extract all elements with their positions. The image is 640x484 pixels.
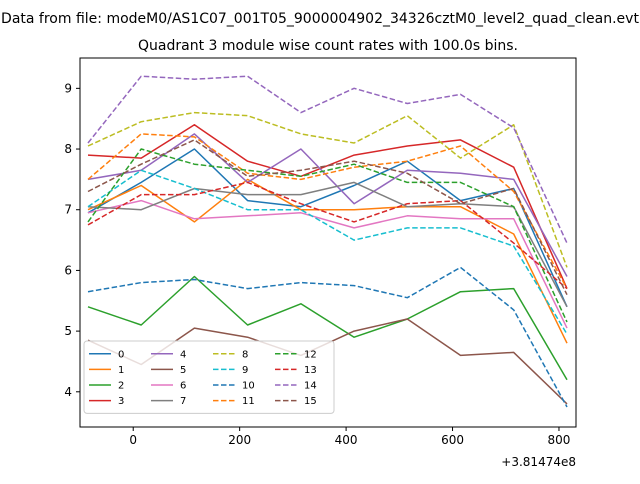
series-line-1 [87,178,568,344]
figure-suptitle: Data from file: modeM0/AS1C07_001T05_900… [1,11,639,27]
x-tick-label: 600 [441,433,464,447]
series-line-11 [87,133,568,289]
series-layer [87,75,568,408]
legend-label-1: 1 [118,365,124,376]
x-tick-label: 400 [335,433,358,447]
series-line-14 [87,75,568,244]
series-line-15 [87,139,568,296]
legend-label-6: 6 [180,381,186,392]
series-line-3 [87,124,568,289]
y-tick-label: 4 [64,385,72,399]
legend-label-15: 15 [304,396,317,407]
y-tick-label: 9 [64,81,72,95]
legend-label-4: 4 [180,349,186,360]
chart-title: Quadrant 3 module wise count rates with … [138,38,518,54]
legend-label-3: 3 [118,396,124,407]
y-axis: 4 5 6 7 8 9 [64,81,80,399]
legend-label-11: 11 [242,396,255,407]
x-tick-label: 0 [129,433,137,447]
legend-label-2: 2 [118,381,124,392]
legend-label-0: 0 [118,349,124,360]
legend-label-13: 13 [304,365,317,376]
series-line-13 [87,181,568,290]
legend-label-8: 8 [242,349,248,360]
x-tick-label: 800 [548,433,571,447]
x-tick-label: 200 [228,433,251,447]
legend-label-7: 7 [180,396,186,407]
series-line-9 [87,169,568,335]
series-line-7 [87,181,568,308]
y-tick-label: 8 [64,142,72,156]
x-axis-offset-label: +3.81474e8 [501,455,576,469]
y-tick-label: 7 [64,203,72,217]
series-line-12 [87,148,568,323]
legend-label-9: 9 [242,365,248,376]
y-tick-label: 5 [64,324,72,338]
series-line-2 [87,275,568,381]
legend-label-14: 14 [304,381,317,392]
legend-label-10: 10 [242,381,255,392]
series-line-10 [87,266,568,408]
x-axis: 0 200 400 600 800 [129,427,570,447]
legend-label-5: 5 [180,365,186,376]
series-line-8 [87,111,568,268]
legend-frame [83,340,335,414]
plot-area-frame [79,57,577,428]
series-line-0 [87,148,568,308]
y-tick-label: 6 [64,263,72,277]
series-line-6 [87,199,568,329]
legend-label-12: 12 [304,349,317,360]
